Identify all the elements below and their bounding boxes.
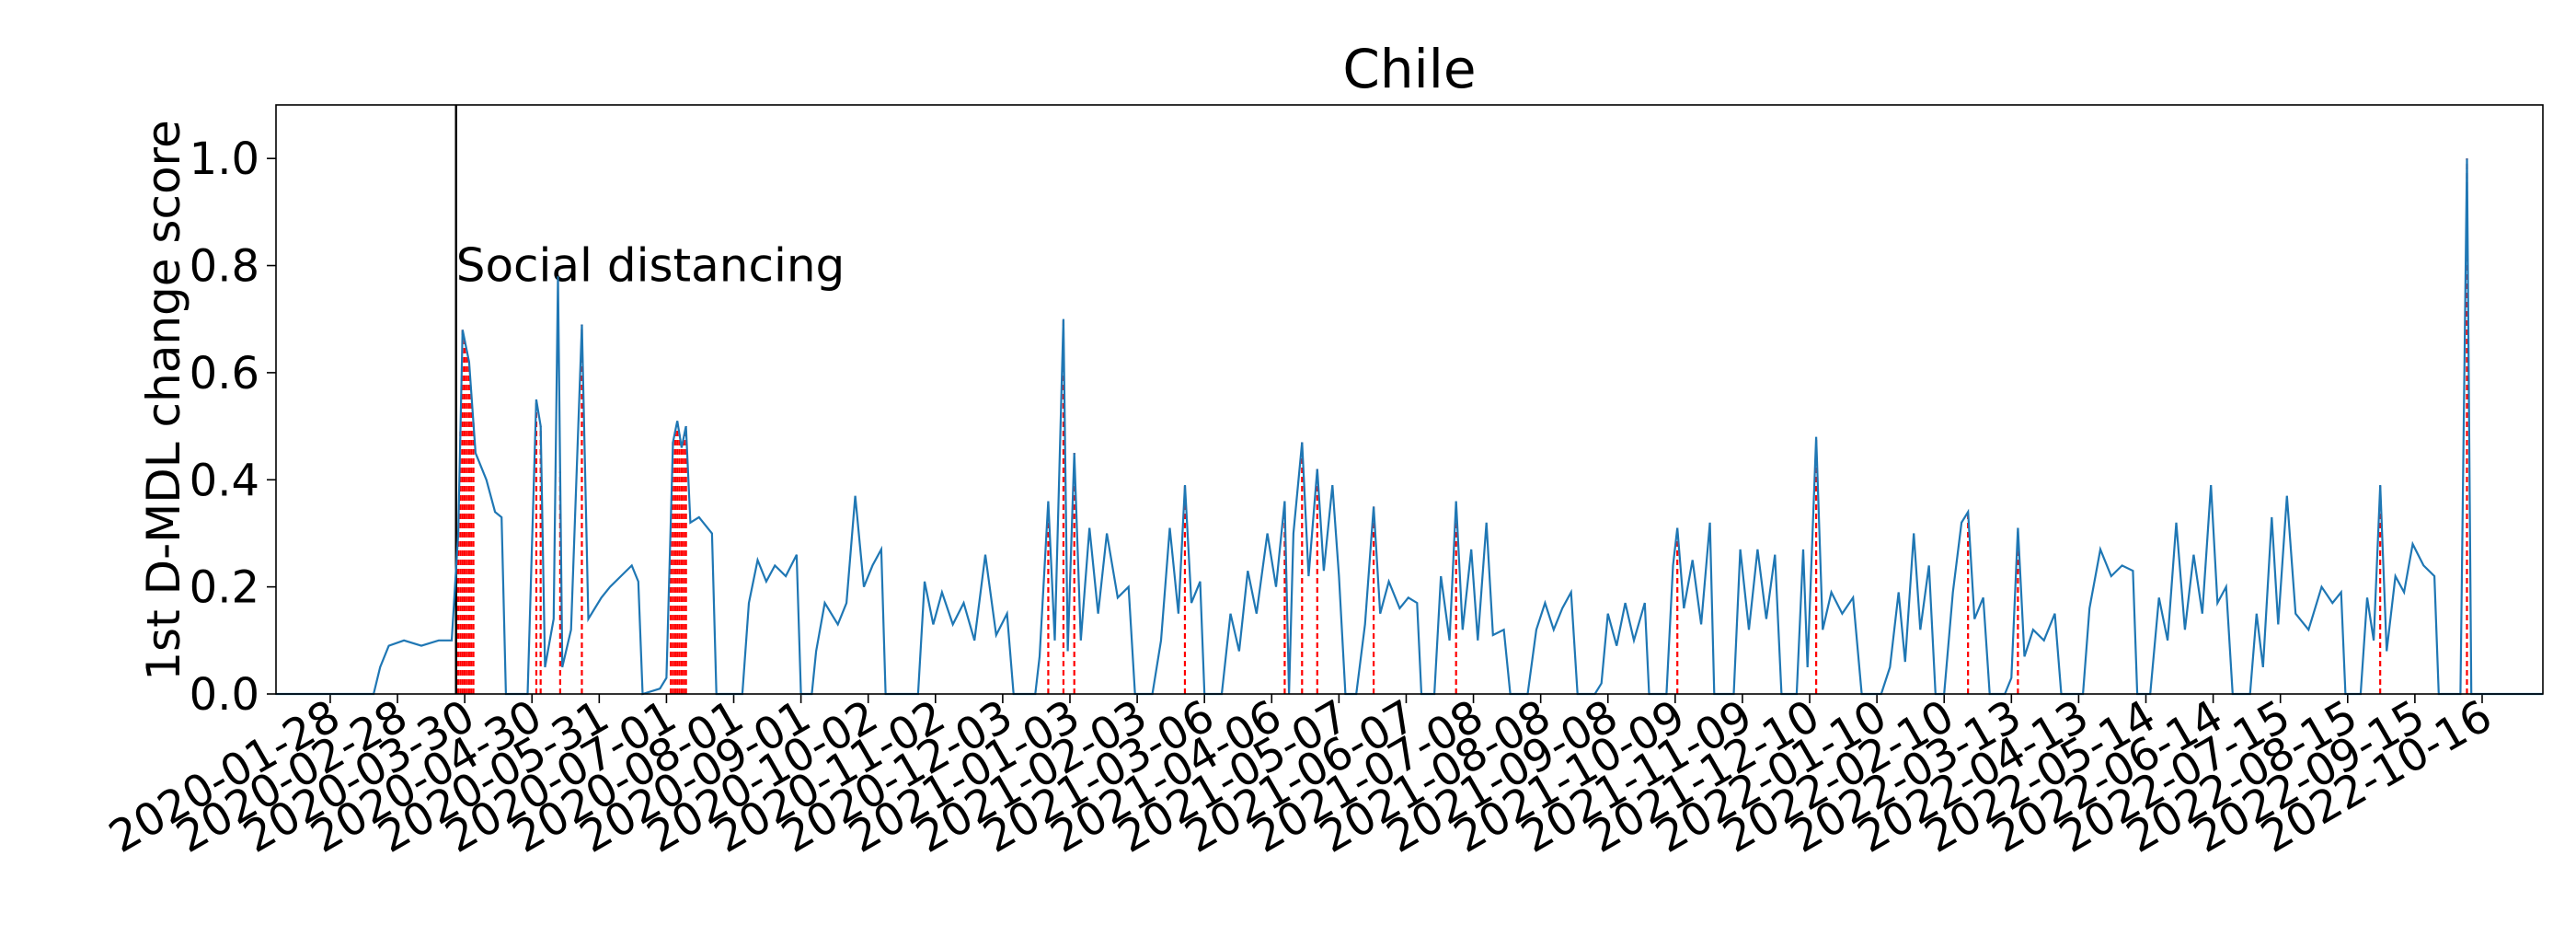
y-tick-label: 1.0: [190, 133, 259, 185]
y-tick-label: 0.6: [190, 348, 259, 399]
annotation-layer: Social distancing: [454, 105, 845, 694]
chart-title: Chile: [1342, 38, 1476, 100]
x-axis-ticks: 2020-01-282020-02-282020-03-302020-04-30…: [100, 690, 2501, 863]
y-axis-label: 1st D-MDL change score: [137, 120, 190, 681]
y-tick-label: 0.8: [190, 241, 259, 293]
y-axis-ticks: 0.0 0.2 0.4 0.6 0.8 1.0: [190, 133, 276, 721]
annotation-label: Social distancing: [456, 239, 845, 293]
plot-frame: [275, 104, 2544, 695]
y-tick-label: 0.4: [190, 455, 259, 506]
y-tick-label: 0.0: [190, 669, 259, 721]
y-tick-label: 0.2: [190, 562, 259, 614]
